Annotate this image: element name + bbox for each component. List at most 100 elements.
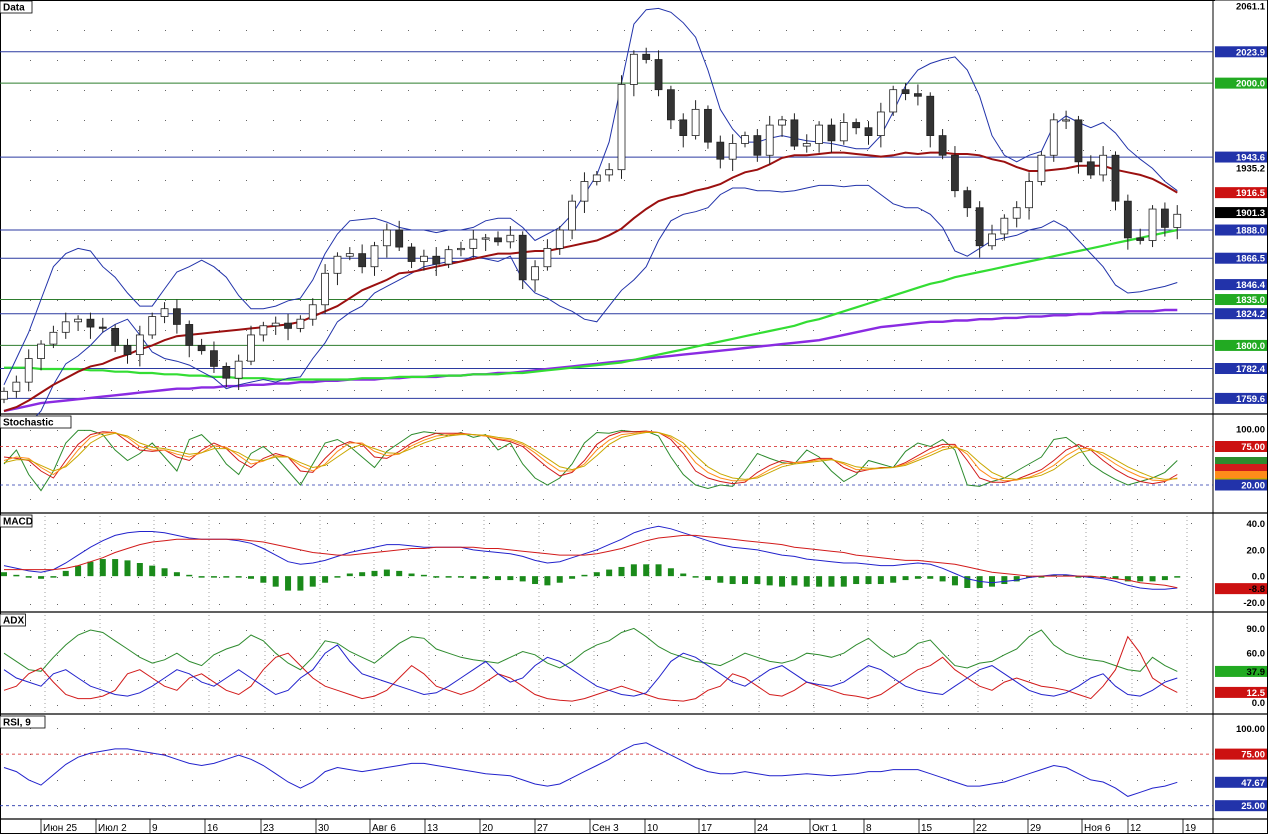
macd-axis: 40.0 20.0 0.0 -20.0 -8.8 <box>1215 518 1267 609</box>
macd-bar <box>1137 576 1144 582</box>
candle <box>1123 194 1132 250</box>
macd-bar <box>593 572 600 577</box>
macd-bar <box>976 576 983 588</box>
candle <box>1012 201 1021 228</box>
macd-current-value: -8.8 <box>1249 584 1265 595</box>
candle <box>1037 151 1046 186</box>
panel-title: Data <box>3 3 25 14</box>
price-tick-label-box <box>1215 162 1267 174</box>
dot-grid <box>30 430 1192 500</box>
candle <box>370 241 379 276</box>
adx-adx-line <box>3 627 1178 672</box>
macd-bar <box>667 568 674 577</box>
candle <box>1148 205 1157 248</box>
price-tick-label-box <box>1215 308 1267 320</box>
macd-bar <box>309 576 316 587</box>
candle <box>988 224 996 250</box>
di-current-value-box <box>1215 686 1267 698</box>
candle <box>469 230 478 258</box>
date-tick-label: Авг 6 <box>372 823 396 834</box>
macd-tick-label-box <box>1215 518 1267 530</box>
date-tick-label: 24 <box>757 823 769 834</box>
dot-grid <box>30 630 1192 706</box>
candle <box>432 247 441 276</box>
macd-bar <box>260 576 267 583</box>
price-tick-label-box <box>1215 279 1267 291</box>
bollinger-upper-line <box>3 7 1178 386</box>
macd-bar <box>235 576 242 578</box>
candle <box>382 223 391 258</box>
candle <box>1173 205 1182 240</box>
price-tick-label: 1824.2 <box>1236 309 1265 320</box>
price-tick-label-box <box>1215 392 1267 404</box>
candle <box>135 325 144 367</box>
candle <box>506 226 515 249</box>
candle <box>839 113 848 145</box>
candle <box>864 121 873 145</box>
macd-bar <box>890 576 897 583</box>
date-tick-label: 16 <box>207 823 219 834</box>
candle <box>642 47 651 64</box>
macd-bar <box>136 563 143 577</box>
rsi-current-value: 47.67 <box>1241 778 1265 789</box>
macd-bar <box>173 572 180 577</box>
candle <box>222 362 231 388</box>
adx-tick-label: 60.0 <box>1247 649 1266 660</box>
macd-bar <box>729 576 736 585</box>
macd-bar <box>62 570 69 577</box>
adx-di_plus-line <box>3 635 1178 702</box>
macd-bar <box>99 559 106 577</box>
macd-bar <box>272 576 279 587</box>
date-tick-label: Сен 3 <box>592 823 619 834</box>
macd-bar <box>1161 576 1168 581</box>
ma200-line <box>3 308 1178 413</box>
candle <box>284 313 292 341</box>
macd-bar <box>285 576 292 591</box>
stoch-tick-label-box <box>1215 479 1267 491</box>
stoch-tick-label-box <box>1215 441 1267 452</box>
panel-title-box <box>0 415 72 429</box>
macd-bar <box>519 576 526 582</box>
macd-bar <box>1013 576 1020 582</box>
candle <box>852 118 861 135</box>
macd-bar <box>75 565 82 577</box>
candle <box>617 75 626 179</box>
macd-bar <box>371 570 378 577</box>
date-tick-label: Июл 2 <box>98 823 127 834</box>
candle <box>679 113 688 148</box>
macd-bar <box>297 576 304 591</box>
price-tick-label: 2023.9 <box>1236 47 1265 58</box>
macd-bar <box>495 576 501 581</box>
candle <box>197 338 206 355</box>
adx-tick-label-box <box>1215 697 1267 709</box>
candle <box>210 341 218 373</box>
macd-bar <box>717 576 724 583</box>
macd-bar <box>359 572 366 577</box>
macd-bar <box>791 576 798 586</box>
adx-tick-label-box <box>1215 647 1267 659</box>
macd-bar <box>828 576 835 587</box>
price-tick-label-box <box>1215 363 1267 375</box>
candle <box>704 105 712 149</box>
stoch-current-marker <box>1215 464 1267 471</box>
candle <box>358 244 367 274</box>
candle <box>148 312 157 339</box>
candle <box>568 194 576 240</box>
date-tick-label: 8 <box>866 823 872 834</box>
macd-bar <box>1001 576 1008 585</box>
adx-tick-label-box <box>1215 622 1267 634</box>
macd-bar <box>1100 576 1107 578</box>
adx-tick-label: 90.0 <box>1247 624 1266 635</box>
macd-bar <box>1087 576 1094 578</box>
macd-bar <box>951 576 958 586</box>
stoch-tick-label: 75.00 <box>1241 442 1265 453</box>
macd-bar <box>779 576 786 587</box>
macd-bar <box>680 573 687 577</box>
candle <box>247 325 255 366</box>
candle <box>518 231 527 290</box>
macd-tick-label: -20.0 <box>1243 598 1265 609</box>
stoch-axis: 100.00 75.00 20.00 <box>1215 423 1267 492</box>
rsi-tick-label-box <box>1215 748 1267 760</box>
candle <box>555 226 564 255</box>
